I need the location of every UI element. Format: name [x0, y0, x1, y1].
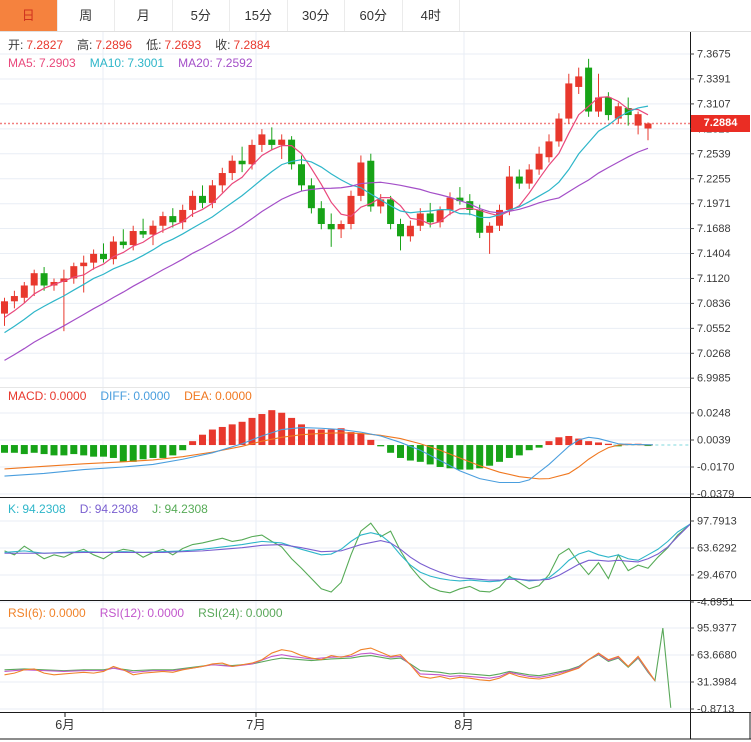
macd-header-row: MACD: 0.0000 DIFF: 0.0000 DEA: 0.0000 — [8, 389, 266, 403]
diff-line — [4, 427, 653, 484]
stat-MA5: MA5: 7.2903 — [8, 56, 76, 70]
axis-tick-label: 0.0248 — [697, 408, 731, 420]
axis-tick-label: 7.1688 — [697, 223, 731, 235]
axis-tick-label: 7.3107 — [697, 98, 731, 110]
axis-tick-label: 29.4670 — [697, 570, 737, 582]
axis-tick-label: 7.1120 — [697, 273, 730, 285]
tab-15分[interactable]: 15分 — [230, 0, 288, 31]
gridlines — [0, 31, 690, 712]
stat-MA20: MA20: 7.2592 — [178, 56, 253, 70]
tab-60分[interactable]: 60分 — [345, 0, 403, 31]
axis-tick-label: -0.0170 — [697, 462, 734, 474]
stat-K: K: 94.2308 — [8, 502, 66, 516]
stat-MA10: MA10: 7.3001 — [89, 56, 165, 70]
axis-tick-label: 7.1971 — [697, 198, 731, 210]
stat-高: 高: 7.2896 — [77, 38, 133, 52]
axis-frame — [0, 31, 751, 740]
axis-tick-label: 7.3675 — [697, 49, 731, 61]
stat-RSI24: RSI(24): 0.0000 — [198, 606, 283, 620]
stat-J: J: 94.2308 — [152, 502, 208, 516]
axis-labels: 7.36757.33917.31077.28237.25397.22557.19… — [55, 49, 736, 733]
candles-layer — [1, 58, 652, 332]
ohlc-row: 开: 7.2827 高: 7.2896 低: 7.2693 收: 7.2884 — [8, 36, 284, 53]
axis-tick-label: 7.0268 — [697, 348, 731, 360]
rsi12-line — [4, 652, 656, 681]
month-label: 6月 — [55, 718, 74, 732]
stat-RSI12: RSI(12): 0.0000 — [99, 606, 185, 620]
ma-header-row: MA5: 7.2903 MA10: 7.3001 MA20: 7.2592 — [8, 56, 267, 70]
stat-D: D: 94.2308 — [79, 502, 139, 516]
stat-收: 收: 7.2884 — [215, 38, 271, 52]
tab-5分[interactable]: 5分 — [173, 0, 230, 31]
ma10-line — [4, 105, 649, 334]
axis-tick-label: 97.7913 — [697, 516, 737, 528]
tab-bar: 日周月 5分 15分 30分 60分 4时 — [0, 0, 751, 32]
axis-tick-label: 7.1404 — [697, 248, 731, 260]
kdj-k-line — [4, 523, 691, 583]
kdj-header-row: K: 94.2308 D: 94.2308 J: 94.2308 — [8, 502, 222, 516]
axis-tick-label: 0.0039 — [697, 435, 731, 447]
axis-tick-label: 7.2539 — [697, 148, 731, 160]
axis-tick-label: 6.9985 — [697, 373, 731, 385]
axis-tick-label: 7.0552 — [697, 323, 731, 335]
stat-MACD: MACD: 0.0000 — [8, 389, 87, 403]
stat-DIFF: DIFF: 0.0000 — [100, 389, 171, 403]
tab-30分[interactable]: 30分 — [288, 0, 345, 31]
ma20-line — [4, 147, 649, 361]
axis-tick-label: 31.3984 — [697, 676, 737, 688]
stat-DEA: DEA: 0.0000 — [184, 389, 252, 403]
kdj-d-line — [4, 523, 691, 581]
tab-4时[interactable]: 4时 — [403, 0, 460, 31]
axis-tick-label: -4.6951 — [697, 597, 734, 609]
stat-开: 开: 7.2827 — [8, 38, 64, 52]
month-label: 8月 — [454, 718, 473, 732]
stat-低: 低: 7.2693 — [146, 38, 202, 52]
axis-tick-label: -0.0379 — [697, 489, 734, 501]
stat-RSI6: RSI(6): 0.0000 — [8, 606, 86, 620]
axis-tick-label: 7.0836 — [697, 298, 731, 310]
axis-tick-label: 95.9377 — [697, 623, 737, 635]
axis-tick-label: 63.6680 — [697, 650, 737, 662]
axis-tick-label: 7.2255 — [697, 173, 731, 185]
axis-tick-label: -0.8713 — [697, 703, 734, 715]
axis-tick-label: 7.3391 — [697, 73, 731, 85]
rsi6-line — [4, 647, 656, 682]
dea-line — [4, 432, 653, 480]
rsi24-line — [4, 627, 672, 708]
kdj-j-line — [4, 522, 691, 594]
rsi-header-row: RSI(6): 0.0000 RSI(12): 0.0000 RSI(24): 0.000… — [8, 606, 297, 620]
tab-月[interactable]: 月 — [115, 0, 173, 31]
month-label: 7月 — [246, 718, 265, 732]
tab-周[interactable]: 周 — [58, 0, 115, 31]
ma5-line — [4, 96, 649, 318]
tab-日[interactable]: 日 — [0, 0, 58, 31]
axis-tick-label: 63.6292 — [697, 543, 737, 555]
current-price-badge: 7.2884 — [691, 114, 750, 132]
